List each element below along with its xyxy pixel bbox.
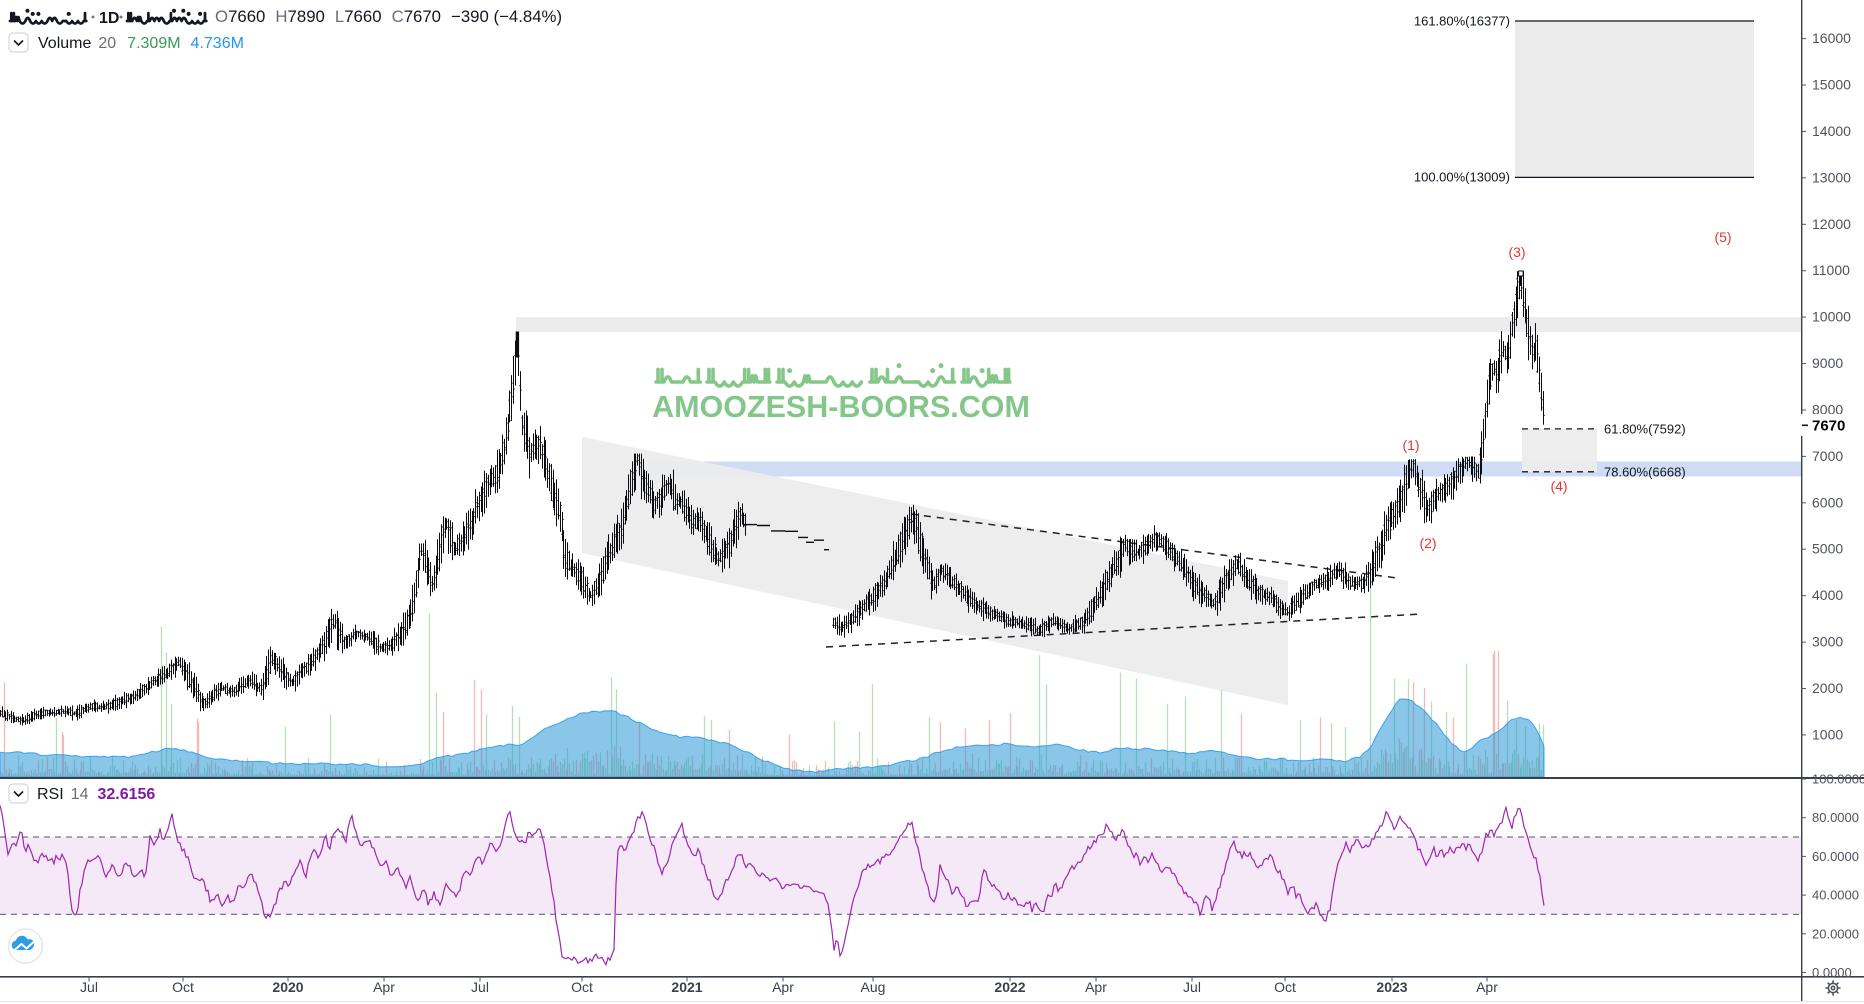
svg-text:Apr: Apr (373, 979, 395, 995)
svg-text:8000: 8000 (1812, 402, 1843, 418)
svg-text:9000: 9000 (1812, 355, 1843, 371)
svg-text:Apr: Apr (772, 979, 794, 995)
svg-text:2000: 2000 (1812, 680, 1843, 696)
svg-text:61.80%(7592): 61.80%(7592) (1604, 422, 1686, 437)
svg-text:Jul: Jul (80, 979, 98, 995)
svg-text:40.0000: 40.0000 (1812, 888, 1859, 903)
svg-text:(5): (5) (1714, 229, 1731, 245)
svg-text:100.0000: 100.0000 (1812, 772, 1864, 787)
svg-text:Oct: Oct (571, 979, 593, 995)
svg-text:0.0000: 0.0000 (1812, 965, 1852, 980)
svg-text:4000: 4000 (1812, 587, 1843, 603)
svg-text:Jul: Jul (471, 979, 489, 995)
svg-text:(4): (4) (1550, 478, 1567, 494)
svg-text:Oct: Oct (1274, 979, 1296, 995)
svg-text:2021: 2021 (671, 979, 702, 995)
svg-text:Oct: Oct (172, 979, 194, 995)
svg-text:Aug: Aug (861, 979, 886, 995)
svg-text:20.0000: 20.0000 (1812, 926, 1859, 941)
svg-text:(2): (2) (1419, 535, 1436, 551)
svg-text:78.60%(6668): 78.60%(6668) (1604, 465, 1686, 480)
svg-text:(3): (3) (1508, 244, 1525, 260)
svg-text:3000: 3000 (1812, 634, 1843, 650)
svg-text:5000: 5000 (1812, 541, 1843, 557)
svg-text:16000: 16000 (1812, 30, 1851, 46)
svg-text:100.00%(13009): 100.00%(13009) (1414, 170, 1510, 185)
svg-text:6000: 6000 (1812, 494, 1843, 510)
svg-text:1000: 1000 (1812, 726, 1843, 742)
svg-text:12000: 12000 (1812, 216, 1851, 232)
svg-text:2022: 2022 (994, 979, 1025, 995)
svg-text:7670: 7670 (1812, 418, 1845, 435)
svg-text:13000: 13000 (1812, 169, 1851, 185)
svg-text:80.0000: 80.0000 (1812, 810, 1859, 825)
svg-text:2023: 2023 (1376, 979, 1407, 995)
svg-text:Jul: Jul (1183, 979, 1201, 995)
svg-text:AMOOZESH-BOORS.COM: AMOOZESH-BOORS.COM (652, 390, 1030, 424)
svg-text:161.80%(16377): 161.80%(16377) (1414, 14, 1510, 29)
svg-text:7000: 7000 (1812, 448, 1843, 464)
svg-text:1D: 1D (99, 10, 119, 27)
svg-text:10000: 10000 (1812, 309, 1851, 325)
svg-text:2020: 2020 (272, 979, 303, 995)
svg-text:(1): (1) (1402, 437, 1419, 453)
svg-text:60.0000: 60.0000 (1812, 849, 1859, 864)
svg-text:11000: 11000 (1812, 262, 1850, 278)
svg-text:Apr: Apr (1476, 979, 1498, 995)
svg-text:14000: 14000 (1812, 123, 1851, 139)
svg-text:15000: 15000 (1812, 77, 1851, 93)
svg-text:Apr: Apr (1085, 979, 1107, 995)
